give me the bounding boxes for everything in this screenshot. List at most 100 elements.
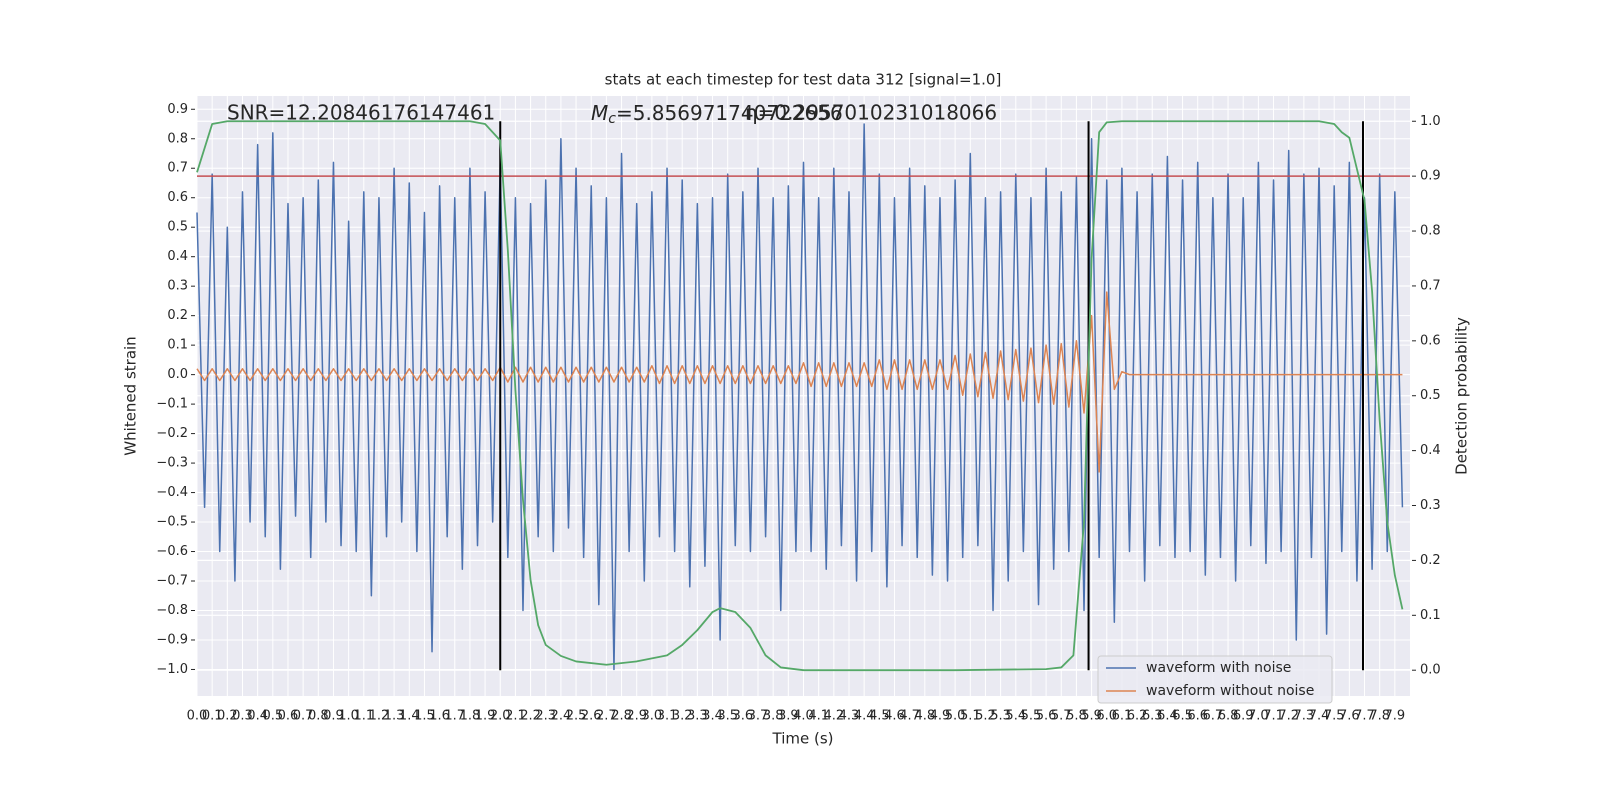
y-tick-label: −0.2 <box>156 426 188 441</box>
x-tick-label: 2.7 <box>596 709 617 724</box>
x-tick-label: 1.7 <box>444 709 465 724</box>
x-tick-label: 4.6 <box>884 709 905 724</box>
y2-tick-label: 0.1 <box>1420 608 1441 623</box>
x-tick-label: 6.8 <box>1218 709 1239 724</box>
x-tick-label: 6.5 <box>1172 709 1193 724</box>
x-tick-label: 1.9 <box>475 709 496 724</box>
y-tick-label: 0.8 <box>167 131 188 146</box>
x-tick-label: 5.8 <box>1066 709 1087 724</box>
x-tick-label: 0.1 <box>202 709 223 724</box>
x-tick-label: 3.0 <box>642 709 663 724</box>
x-tick-label: 4.1 <box>808 709 829 724</box>
x-tick-label: 1.4 <box>399 709 420 724</box>
y2-tick-label: 0.3 <box>1420 498 1441 513</box>
x-tick-label: 0.5 <box>262 709 283 724</box>
x-tick-label: 4.7 <box>899 709 920 724</box>
legend-box <box>1097 655 1333 704</box>
x-tick-label: 3.8 <box>763 709 784 724</box>
x-tick-label: 6.7 <box>1203 709 1224 724</box>
x-tick-label: 4.4 <box>854 709 875 724</box>
x-tick-label: 3.4 <box>702 709 723 724</box>
legend-label: waveform with noise <box>1146 660 1291 676</box>
x-tick-label: 3.6 <box>733 709 754 724</box>
y2-axis-label: Detection probability <box>1453 317 1471 475</box>
x-tick-label: 4.8 <box>914 709 935 724</box>
x-tick-label: 7.6 <box>1339 709 1360 724</box>
x-tick-label: 6.2 <box>1127 709 1148 724</box>
x-tick-label: 2.5 <box>566 709 587 724</box>
mc-value: =5.856971740722656 <box>616 101 843 125</box>
y-tick-label: 0.6 <box>167 190 188 205</box>
x-tick-label: 2.3 <box>535 709 556 724</box>
x-tick-label: 3.3 <box>687 709 708 724</box>
x-tick-label: 4.9 <box>930 709 951 724</box>
x-tick-label: 7.8 <box>1369 709 1390 724</box>
y-tick-label: 0.7 <box>167 161 188 176</box>
x-tick-label: 0.9 <box>323 709 344 724</box>
y2-tick-label: 0.9 <box>1420 169 1441 184</box>
x-tick-label: 5.0 <box>945 709 966 724</box>
x-tick-label: 0.4 <box>247 709 268 724</box>
x-tick-label: 0.0 <box>187 709 208 724</box>
x-tick-label: 2.4 <box>551 709 572 724</box>
x-tick-label: 1.2 <box>369 709 390 724</box>
x-tick-label: 1.0 <box>338 709 359 724</box>
y-tick-label: −0.8 <box>156 603 188 618</box>
mc-symbol: M <box>591 101 608 125</box>
x-tick-label: 2.1 <box>505 709 526 724</box>
x-tick-label: 2.9 <box>626 709 647 724</box>
x-tick-label: 7.3 <box>1294 709 1315 724</box>
x-tick-label: 7.4 <box>1309 709 1330 724</box>
x-axis-label: Time (s) <box>772 730 834 748</box>
y-tick-label: −0.3 <box>156 456 188 471</box>
x-tick-label: 3.5 <box>717 709 738 724</box>
x-tick-label: 4.0 <box>793 709 814 724</box>
x-tick-label: 0.6 <box>278 709 299 724</box>
y-tick-label: 0.4 <box>167 249 188 264</box>
x-tick-label: 5.5 <box>1021 709 1042 724</box>
x-tick-label: 1.1 <box>353 709 374 724</box>
waveform-line <box>196 123 1404 671</box>
y-tick-label: −0.4 <box>156 485 188 500</box>
x-tick-label: 7.2 <box>1278 709 1299 724</box>
x-tick-label: 2.6 <box>581 709 602 724</box>
x-tick-label: 5.9 <box>1081 709 1102 724</box>
x-tick-label: 3.7 <box>748 709 769 724</box>
y-axis-label: Whitened strain <box>122 336 140 455</box>
y2-tick-label: 0.0 <box>1420 663 1441 678</box>
x-tick-label: 6.0 <box>1096 709 1117 724</box>
snr-annotation: SNR=12.20846176147461 <box>227 101 495 125</box>
y2-tick-label: 0.4 <box>1420 443 1441 458</box>
y2-tick-label: 0.5 <box>1420 388 1441 403</box>
y-tick-label: −1.0 <box>156 662 188 677</box>
x-tick-label: 7.5 <box>1324 709 1345 724</box>
y-tick-label: −0.5 <box>156 515 188 530</box>
x-tick-label: 7.7 <box>1354 709 1375 724</box>
y-tick-label: −0.1 <box>156 397 188 412</box>
y2-tick-label: 0.8 <box>1420 224 1441 239</box>
plot-clip <box>196 120 1410 672</box>
x-tick-label: 3.2 <box>672 709 693 724</box>
y-tick-label: −0.9 <box>156 632 188 647</box>
y-tick-label: 0.0 <box>167 367 188 382</box>
y2-tick-label: 0.6 <box>1420 333 1441 348</box>
x-tick-label: 1.5 <box>414 709 435 724</box>
x-tick-label: 1.8 <box>460 709 481 724</box>
probability-line <box>196 120 1404 672</box>
y-tick-label: −0.6 <box>156 544 188 559</box>
x-tick-label: 5.4 <box>1005 709 1026 724</box>
x-tick-label: 6.1 <box>1112 709 1133 724</box>
x-tick-label: 1.6 <box>429 709 450 724</box>
y-tick-label: 0.5 <box>167 220 188 235</box>
x-tick-label: 5.7 <box>1051 709 1072 724</box>
mc-subscript: c <box>608 111 616 127</box>
x-tick-label: 2.0 <box>490 709 511 724</box>
y-tick-label: 0.1 <box>167 338 188 353</box>
x-tick-label: 6.6 <box>1187 709 1208 724</box>
x-tick-label: 7.9 <box>1384 709 1405 724</box>
y-tick-label: 0.9 <box>167 102 188 117</box>
x-tick-label: 3.9 <box>778 709 799 724</box>
x-tick-label: 5.2 <box>975 709 996 724</box>
x-tick-label: 6.9 <box>1233 709 1254 724</box>
